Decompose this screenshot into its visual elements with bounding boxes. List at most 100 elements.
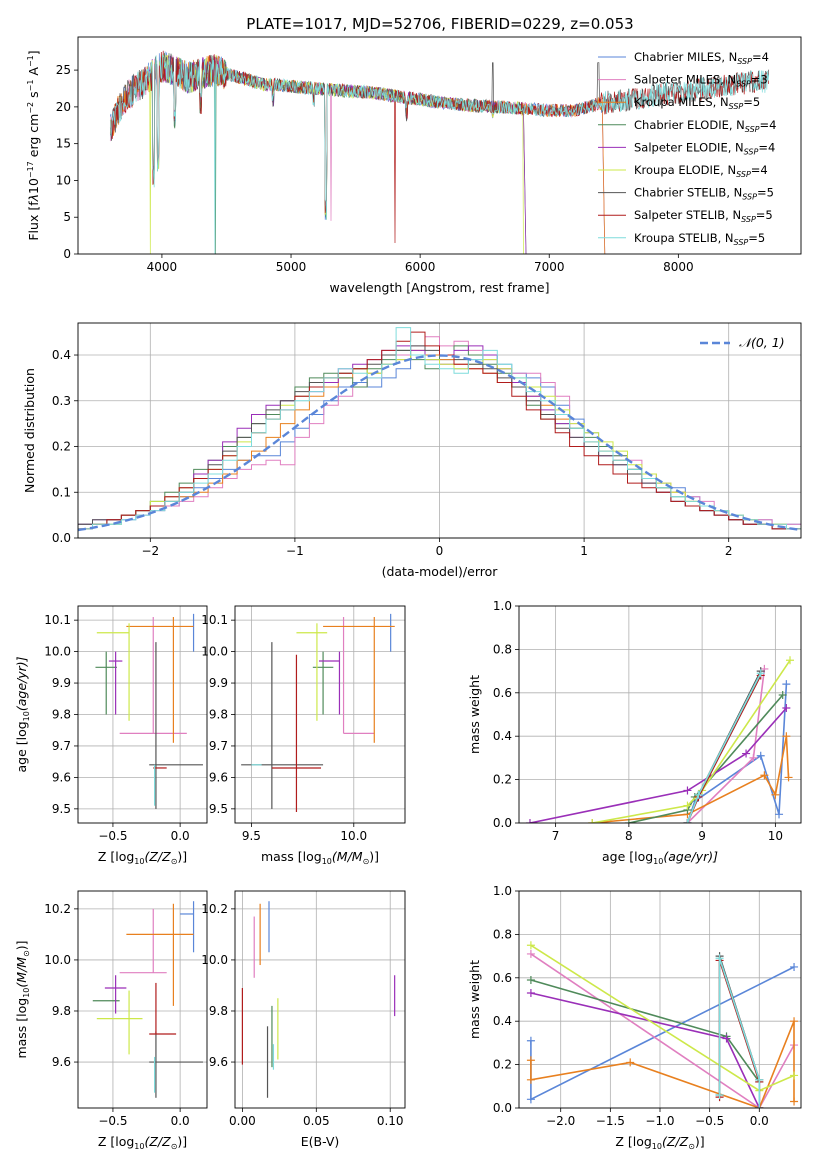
x-tick-label: −0.5 — [98, 829, 127, 843]
y-tick-label: 0.3 — [52, 394, 71, 408]
y-tick-label: 9.9 — [52, 676, 71, 690]
y-axis-label: age [log10(age/yr)] — [14, 656, 31, 772]
label-part: −2 — [26, 102, 35, 114]
x-tick-label: 6000 — [405, 260, 436, 274]
weight-line-chabrier_elodie — [628, 694, 784, 823]
legend-label: Chabrier STELIB, NSSP=5 — [634, 186, 774, 202]
y-tick-label: 20 — [56, 100, 71, 114]
weight-marker — [588, 819, 597, 823]
weight-marker — [526, 988, 535, 997]
legend-sub: SSP — [744, 147, 759, 156]
errorbar-salpeter_stelib — [271, 654, 322, 812]
y-axis-label: mass weight — [467, 675, 482, 754]
legend-value: =4 — [760, 118, 777, 132]
x-tick-label: −2.0 — [546, 1114, 575, 1128]
x-tick-label: 7 — [552, 829, 560, 843]
weight-marker — [742, 749, 751, 758]
x-tick-label: 0.0 — [171, 1114, 190, 1128]
x-tick-label: −0.5 — [98, 1114, 127, 1128]
weight-marker — [694, 790, 703, 799]
legend-label: Chabrier MILES, NSSP=4 — [634, 50, 769, 66]
legend-sub: SSP — [736, 80, 751, 89]
axes-frame — [77, 36, 802, 255]
legend-name: Chabrier MILES, N — [634, 50, 737, 64]
legend-name: Kroupa STELIB, N — [634, 231, 734, 245]
weight-marker — [782, 732, 791, 741]
y-tick-label: 0.6 — [493, 971, 512, 985]
y-tick-label: 9.6 — [52, 770, 71, 784]
weight-marker — [760, 664, 769, 673]
residual-histogram-panel: −2 −1 0 1 2 0.0 0.1 0.2 0.3 0.4 (data-model)/error… — [22, 322, 802, 579]
errorbar-chabrier_stelib — [149, 1031, 203, 1098]
y-tick-label: 10.0 — [44, 645, 71, 659]
weight-marker — [755, 1104, 764, 1108]
label-part: (M/M — [14, 957, 29, 988]
y-tick-label: 9.8 — [52, 1004, 71, 1018]
errorbar-kroupa_miles — [323, 617, 395, 743]
label-part: ⊙ — [171, 857, 178, 866]
errorbar-kroupa_elodie — [96, 990, 143, 1055]
legend-name: Salpeter STELIB, N — [634, 208, 741, 222]
weight-marker — [771, 790, 780, 799]
mass-vs-metallicity-panel: −0.5 0.09.69.810.010.2Z [log10(Z/Z⊙)]mass… — [14, 890, 208, 1151]
plot-area — [241, 613, 395, 812]
axes-frame — [234, 890, 406, 1109]
x-axis-label: age [log10(age/yr)] — [602, 849, 718, 866]
weight-marker — [683, 786, 692, 795]
x-tick-label: 7000 — [534, 260, 565, 274]
legend-label: Salpeter STELIB, NSSP=5 — [634, 208, 773, 224]
x-tick-label: −2 — [141, 544, 159, 558]
label-part: 10 — [652, 1142, 662, 1151]
errorbar-salpeter_miles — [119, 908, 167, 974]
y-tick-label: 10 — [56, 173, 71, 187]
y-tick-label: 0.0 — [493, 816, 512, 830]
weight-marker — [626, 1058, 635, 1067]
weight-marker — [782, 703, 791, 712]
x-tick-label: −1 — [286, 544, 304, 558]
weight-line-kroupa_stelib — [718, 958, 761, 1108]
x-tick-label: 4000 — [147, 260, 178, 274]
legend-value: =4 — [752, 50, 769, 64]
weight-marker — [526, 941, 535, 950]
y-axis-label: Normed distribution — [22, 368, 37, 493]
weight-marker — [525, 819, 534, 823]
y-tick-label: 9.9 — [209, 676, 228, 690]
y-tick-label: 1.0 — [493, 884, 512, 898]
weight-marker — [526, 1036, 535, 1045]
x-tick-label: 9 — [698, 829, 706, 843]
y-tick-label: 9.6 — [52, 1055, 71, 1069]
mass-vs-ebv-panel: 0.00 0.05 0.10 9.6 9.8 10.0 10.2 E(B-V) — [201, 890, 406, 1149]
weight-line-salpeter_elodie — [529, 707, 787, 823]
weight-marker — [526, 1075, 535, 1084]
x-tick-label: 5000 — [276, 260, 307, 274]
label-part: Z [log — [615, 1134, 651, 1149]
age-vs-mass-panel: 9.5 10.0 9.5 9.6 9.7 9.8 9.9 10.0 10.1 mass [log1… — [201, 605, 406, 866]
y-tick-label: 5 — [63, 210, 71, 224]
legend-value: =5 — [756, 208, 773, 222]
y-tick-label: 0.6 — [493, 686, 512, 700]
y-tick-label: 9.7 — [52, 739, 71, 753]
legend-value: =5 — [743, 95, 760, 109]
legend-value: =3 — [751, 73, 768, 87]
label-part: Z [log — [98, 849, 134, 864]
weight-marker — [526, 975, 535, 984]
y-tick-label: 9.6 — [209, 770, 228, 784]
errorbar-chabrier_elodie — [312, 651, 334, 715]
weight-marker — [722, 1034, 731, 1043]
x-tick-label: −0.5 — [695, 1114, 724, 1128]
y-axis-label: mass weight — [467, 960, 482, 1039]
weight-marker — [760, 771, 769, 780]
label-part: s — [26, 91, 41, 102]
weight-marker — [683, 819, 692, 823]
errorbar-chabrier_miles — [180, 901, 195, 953]
axes-frame — [518, 605, 802, 824]
y-tick-label: 10.0 — [201, 645, 228, 659]
legend-label: Salpeter ELODIE, NSSP=4 — [634, 140, 775, 156]
x-tick-label: 1 — [580, 544, 588, 558]
errorbar-kroupa_miles — [126, 617, 194, 743]
weight-marker — [526, 949, 535, 958]
x-axis-label: wavelength [Angstrom, rest frame] — [329, 280, 549, 295]
weight-marker — [782, 680, 791, 689]
plot-area — [109, 50, 770, 254]
